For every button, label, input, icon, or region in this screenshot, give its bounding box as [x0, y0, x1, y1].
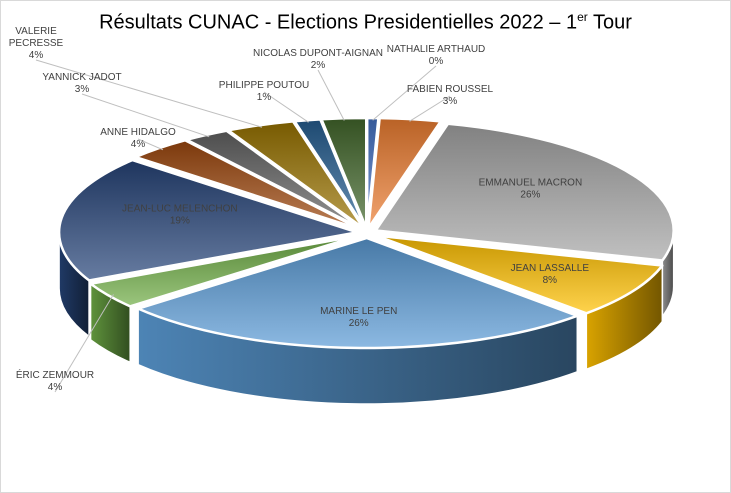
slice-label-jean-luc-melenchon: JEAN-LUC MELENCHON [122, 204, 238, 215]
slice-value-fabien-roussel: 3% [443, 96, 458, 107]
leader-line-anne-hidalgo [137, 138, 164, 151]
slice-eric-zemmour [89, 234, 360, 308]
slice-value-nathalie-arthaud: 0% [429, 56, 444, 67]
slice-value-philippe-poutou: 1% [257, 92, 272, 103]
slice-valerie-pecresse [226, 120, 365, 230]
slice-jean-lassalle [374, 234, 664, 315]
leader-line-yannick-jadot [81, 93, 210, 138]
slice-fabien-roussel [367, 116, 442, 230]
leader-line-philippe-poutou [263, 91, 309, 123]
leader-line-fabien-roussel [409, 95, 451, 122]
slice-value-marine-le-pen: 26% [349, 318, 369, 329]
slice-marine-le-pen [136, 236, 579, 350]
slice-label-jean-lassalle: JEAN LASSALLE [511, 263, 590, 274]
slice-nicolas-dupont-aignan [320, 116, 368, 230]
slice-label-emmanuel-macron: EMMANUEL MACRON [479, 177, 583, 188]
slice-emmanuel-macron [374, 122, 675, 262]
slice-label-fabien-roussel: FABIEN ROUSSEL [407, 84, 494, 95]
leader-line-valerie-pecresse [35, 59, 263, 128]
slice-label-valerie-pecresse-line-2: PECRESSE [9, 38, 64, 49]
chart-title-suffix: Tour [587, 11, 632, 34]
chart-title: Résultats CUNAC - Elections Presidentiel… [0, 10, 731, 35]
slice-value-valerie-pecresse: 4% [29, 50, 44, 61]
slice-value-emmanuel-macron: 26% [520, 189, 540, 200]
slice-label-anne-hidalgo: ANNE HIDALGO [100, 127, 176, 138]
chart-title-superscript: er [577, 10, 588, 24]
slice-value-yannick-jadot: 3% [75, 84, 90, 95]
slice-value-jean-lassalle: 8% [543, 275, 558, 286]
slice-jean-luc-melenchon [57, 158, 359, 282]
chart-title-main: Résultats CUNAC - Elections Presidentiel… [99, 11, 578, 34]
slice-value-jean-luc-melenchon: 19% [170, 216, 190, 227]
slice-label-valerie-pecresse-line-1: VALERIE [15, 26, 57, 37]
slice-label-eric-zemmour: ÉRIC ZEMMOUR [16, 368, 94, 381]
slice-value-anne-hidalgo: 4% [131, 139, 146, 150]
slice-label-nathalie-arthaud: NATHALIE ARTHAUD [387, 44, 486, 55]
slice-label-nicolas-dupont-aignan: NICOLAS DUPONT-AIGNAN [253, 48, 383, 59]
slice-label-marine-le-pen: MARINE LE PEN [320, 306, 397, 317]
leader-line-nathalie-arthaud [372, 65, 437, 121]
leader-line-nicolas-dupont-aignan [317, 69, 345, 121]
slice-value-eric-zemmour: 4% [48, 382, 63, 393]
slice-value-nicolas-dupont-aignan: 2% [311, 60, 326, 71]
leader-line-eric-zemmour [54, 294, 114, 393]
slice-label-philippe-poutou: PHILIPPE POUTOU [219, 80, 309, 91]
slice-yannick-jadot [185, 129, 364, 230]
slice-label-yannick-jadot: YANNICK JADOT [42, 72, 121, 83]
